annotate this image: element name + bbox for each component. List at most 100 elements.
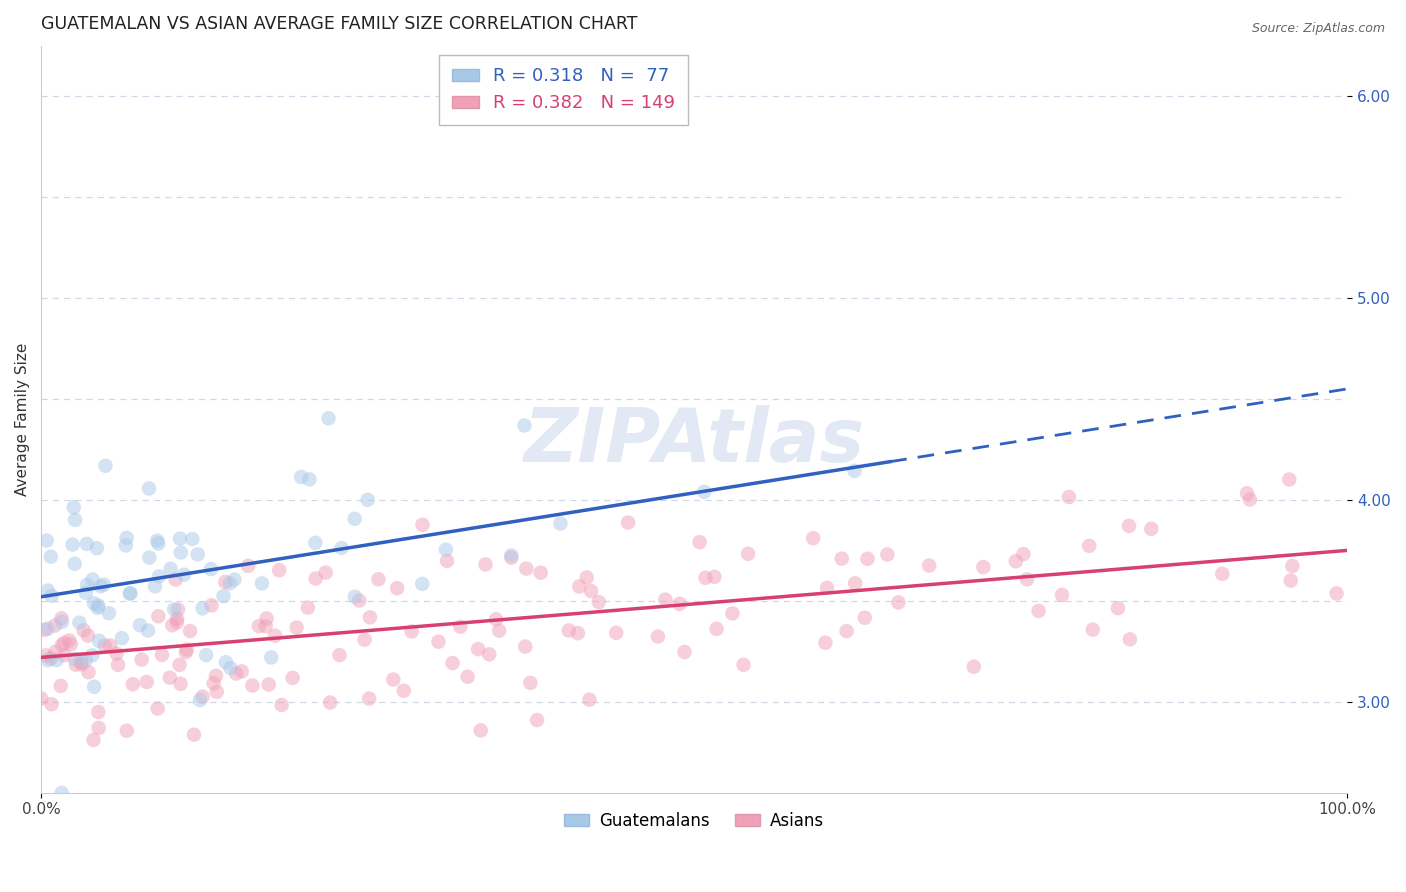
Point [202,676,225,690]
Point [51,611,73,625]
Point [357,492,380,507]
Point [703,570,725,584]
Point [411,577,433,591]
Point [441,656,464,670]
Point [558,624,581,638]
Point [385,581,408,595]
Point [148,536,170,550]
Point [115,531,138,545]
Point [588,595,610,609]
Point [181,532,204,546]
Point [169,532,191,546]
Point [67,615,90,630]
Point [146,701,169,715]
Point [844,576,866,591]
Point [831,551,853,566]
Point [77,665,100,680]
Point [219,661,242,675]
Point [143,579,166,593]
Point [260,650,283,665]
Point [1211,566,1233,581]
Point [37,653,59,667]
Point [58,633,80,648]
Point [467,642,489,657]
Point [224,573,246,587]
Point [449,620,471,634]
Point [501,549,523,563]
Point [86,541,108,556]
Point [35,533,58,548]
Point [166,615,188,630]
Text: GUATEMALAN VS ASIAN AVERAGE FAMILY SIZE CORRELATION CHART: GUATEMALAN VS ASIAN AVERAGE FAMILY SIZE … [41,15,637,33]
Point [257,677,280,691]
Point [297,600,319,615]
Point [44,618,66,632]
Point [515,640,537,654]
Point [82,573,104,587]
Point [111,631,134,645]
Point [53,648,76,663]
Point [93,639,115,653]
Point [45,653,67,667]
Point [167,602,190,616]
Point [169,657,191,672]
Point [188,693,211,707]
Point [392,683,415,698]
Point [215,655,238,669]
Point [51,786,73,800]
Point [575,570,598,584]
Point [519,676,541,690]
Point [118,587,141,601]
Point [733,657,755,672]
Point [1057,490,1080,504]
Point [87,599,110,613]
Point [62,500,84,515]
Point [30,691,52,706]
Point [501,550,523,565]
Point [579,584,602,599]
Point [349,593,371,607]
Point [315,566,337,580]
Point [689,535,711,549]
Y-axis label: Average Family Size: Average Family Size [15,343,30,496]
Point [1078,539,1101,553]
Point [76,537,98,551]
Point [82,648,104,663]
Point [53,636,76,650]
Point [242,679,264,693]
Point [176,642,198,657]
Point [98,639,121,653]
Point [159,671,181,685]
Point [654,592,676,607]
Point [65,657,87,672]
Point [39,651,62,665]
Point [478,648,501,662]
Point [83,733,105,747]
Point [120,586,142,600]
Point [63,652,86,666]
Point [131,652,153,666]
Point [270,698,292,712]
Point [150,648,173,662]
Point [693,484,716,499]
Point [77,629,100,643]
Point [87,600,110,615]
Point [305,572,328,586]
Point [1081,623,1104,637]
Point [1050,588,1073,602]
Point [37,583,59,598]
Point [319,696,342,710]
Point [105,647,128,661]
Point [815,581,838,595]
Point [568,579,591,593]
Point [231,665,253,679]
Text: ZIPAtlas: ZIPAtlas [523,405,865,478]
Point [51,638,73,652]
Point [44,645,66,659]
Point [195,648,218,662]
Point [330,541,353,555]
Point [411,517,433,532]
Point [1236,486,1258,500]
Point [165,573,187,587]
Point [856,551,879,566]
